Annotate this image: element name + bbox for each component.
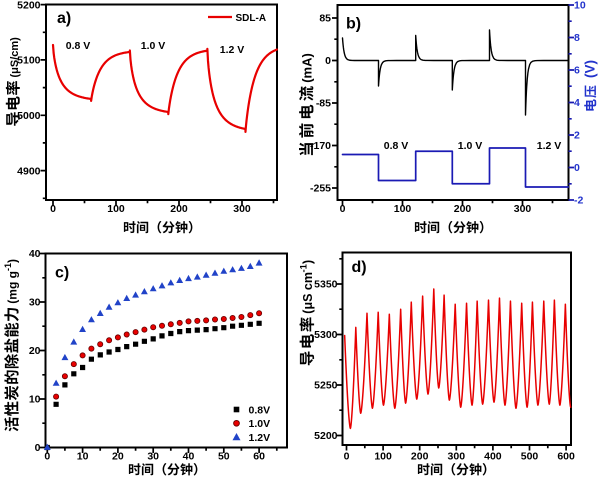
svg-text:5200: 5200 [17, 0, 41, 11]
svg-text:100: 100 [374, 451, 392, 463]
svg-text:200: 200 [411, 451, 429, 463]
svg-text:-1: -1 [3, 263, 13, 271]
svg-text:30: 30 [29, 297, 41, 309]
svg-text:2: 2 [574, 130, 580, 142]
svg-text:300: 300 [233, 203, 251, 215]
svg-text:1.2V: 1.2V [249, 432, 271, 444]
svg-text:0: 0 [50, 203, 56, 215]
svg-text:8: 8 [574, 32, 580, 44]
svg-text:200: 200 [170, 203, 188, 215]
svg-text:): ) [301, 260, 315, 264]
svg-text:-85: -85 [316, 98, 331, 110]
svg-text:300: 300 [514, 203, 532, 215]
svg-text:40: 40 [29, 248, 41, 260]
svg-text:500: 500 [521, 451, 539, 463]
svg-text:10: 10 [574, 0, 586, 12]
svg-text:(mA): (mA) [300, 53, 315, 83]
svg-text:85: 85 [319, 13, 331, 25]
svg-text:10: 10 [77, 451, 89, 463]
svg-text:1.0 V: 1.0 V [458, 140, 483, 152]
svg-text:10: 10 [29, 394, 41, 406]
svg-text:20: 20 [29, 345, 41, 357]
svg-text:-2: -2 [574, 195, 583, 207]
svg-text:(μS cm: (μS cm [301, 272, 315, 314]
svg-text:5300: 5300 [314, 329, 338, 341]
svg-text:20: 20 [112, 451, 124, 463]
svg-text:c): c) [55, 265, 69, 282]
svg-text:0.8V: 0.8V [249, 404, 271, 416]
svg-text:1.0V: 1.0V [249, 418, 271, 430]
svg-text:4: 4 [574, 97, 580, 109]
svg-text:5200: 5200 [314, 430, 338, 442]
svg-text:6: 6 [574, 65, 580, 77]
svg-text:a): a) [57, 10, 71, 27]
svg-text:60: 60 [253, 451, 265, 463]
svg-text:0.8 V: 0.8 V [384, 140, 409, 152]
svg-text:100: 100 [394, 203, 412, 215]
svg-text:(V): (V) [583, 60, 598, 78]
svg-text:40: 40 [183, 451, 195, 463]
svg-text:600: 600 [557, 451, 575, 463]
svg-text:d): d) [352, 259, 367, 276]
svg-text:400: 400 [484, 451, 502, 463]
svg-text:4900: 4900 [17, 165, 41, 177]
svg-text:1.2 V: 1.2 V [537, 140, 562, 152]
svg-text:(μS/cm): (μS/cm) [9, 37, 21, 78]
svg-text:(mg g: (mg g [6, 271, 20, 304]
svg-text:b): b) [346, 16, 361, 33]
svg-text:5000: 5000 [17, 110, 41, 122]
svg-text:100: 100 [107, 203, 125, 215]
svg-text:SDL-A: SDL-A [236, 13, 267, 24]
svg-text:1.2 V: 1.2 V [220, 44, 245, 56]
svg-text:30: 30 [147, 451, 159, 463]
svg-text:5350: 5350 [314, 279, 338, 291]
svg-text:0: 0 [44, 451, 50, 463]
svg-text:300: 300 [448, 451, 466, 463]
svg-text:50: 50 [218, 451, 230, 463]
svg-text:0: 0 [35, 442, 41, 454]
svg-text:-255: -255 [310, 183, 331, 195]
svg-text:): ) [6, 259, 20, 263]
svg-text:-1: -1 [299, 263, 310, 272]
svg-text:200: 200 [454, 203, 472, 215]
svg-text:0: 0 [344, 451, 350, 463]
svg-text:0: 0 [574, 162, 580, 174]
svg-text:1.0 V: 1.0 V [141, 40, 166, 52]
svg-text:5250: 5250 [314, 380, 338, 392]
svg-text:0.8 V: 0.8 V [66, 40, 91, 52]
svg-text:5100: 5100 [17, 55, 41, 67]
svg-text:-170: -170 [310, 140, 331, 152]
svg-text:0: 0 [325, 55, 331, 67]
svg-text:0: 0 [340, 203, 346, 215]
